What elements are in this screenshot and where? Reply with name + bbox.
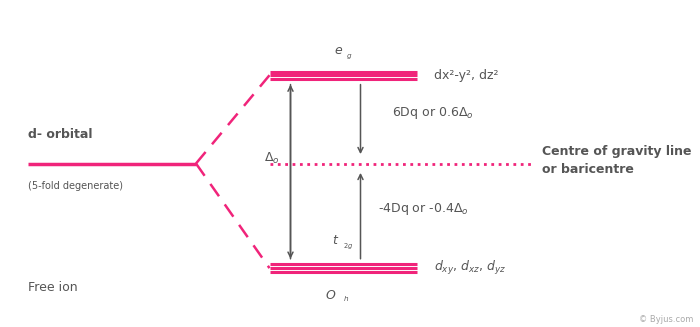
Text: © Byjus.com: © Byjus.com: [638, 315, 693, 324]
Text: $_h$: $_h$: [343, 294, 349, 304]
Text: 6Dq or 0.6Δ$_o$: 6Dq or 0.6Δ$_o$: [392, 105, 474, 121]
Text: $_{2g}$: $_{2g}$: [343, 242, 354, 252]
Text: Centre of gravity line
or baricentre: Centre of gravity line or baricentre: [542, 145, 692, 176]
Text: $_g$: $_g$: [346, 51, 352, 61]
Text: Δ$_o$: Δ$_o$: [265, 151, 280, 166]
Text: $t$: $t$: [332, 234, 340, 247]
Text: d- orbital: d- orbital: [28, 128, 92, 141]
Text: -4Dq or -0.4Δ$_o$: -4Dq or -0.4Δ$_o$: [378, 201, 469, 217]
Text: (5-fold degenerate): (5-fold degenerate): [28, 181, 123, 191]
Text: $O$: $O$: [325, 289, 336, 302]
Text: $d_{xy}$, $d_{xz}$, $d_{yz}$: $d_{xy}$, $d_{xz}$, $d_{yz}$: [434, 259, 507, 277]
Text: Free ion: Free ion: [28, 281, 78, 294]
Text: $e$: $e$: [334, 44, 343, 57]
Text: dx²-y², dz²: dx²-y², dz²: [434, 69, 498, 82]
